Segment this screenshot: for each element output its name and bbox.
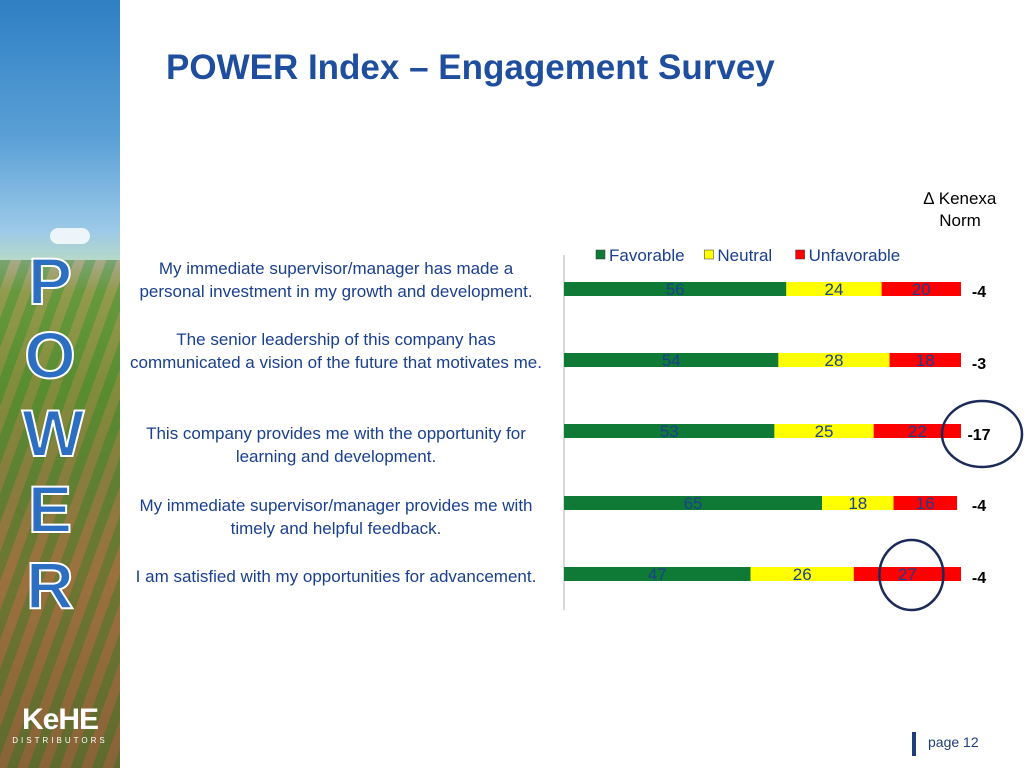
legend-swatch [704,249,714,260]
bar-segment [822,496,894,510]
power-letter-p: P [27,244,73,318]
bar-segment [564,424,775,438]
logo-brand: KeHE [21,703,99,736]
bar-segment [893,496,958,510]
bar-segment [564,496,823,510]
bar-data-label: 26 [793,565,812,584]
question-label: I am satisfied with my opportunities for… [135,567,537,586]
bar-data-label: 27 [898,565,917,584]
bar-data-label: 18 [916,351,935,370]
bar-segment [889,353,961,367]
norm-header-line2: Norm [939,211,981,230]
logo-subtitle: DISTRIBUTORS [12,736,108,745]
company-logo: KeHE DISTRIBUTORS [6,703,114,746]
legend-label: Favorable [609,246,685,265]
bar-segment [853,567,961,581]
bar-data-label: 65 [684,494,703,513]
bar-data-label: 20 [912,280,931,299]
norm-delta-value: -4 [971,570,987,587]
norm-delta-value: -4 [971,498,987,515]
page-title: POWER Index – Engagement Survey [166,48,775,87]
bar-data-label: 18 [848,494,867,513]
page-number: page 12 [928,734,979,750]
bar-segment [564,353,779,367]
field-stripes [0,260,120,768]
question-label: My immediate supervisor/manager provides… [139,496,533,538]
bar-segment [564,282,787,296]
bar-data-label: 47 [648,565,667,584]
bar-segment [750,567,854,581]
bar-segment [881,282,961,296]
bar-data-label: 53 [660,422,679,441]
bar-data-label: 56 [666,280,685,299]
norm-header: ∆ Kenexa Norm [910,188,1010,232]
norm-delta-value: -3 [971,356,987,373]
legend-label: Neutral [717,246,772,265]
legend-swatch [795,249,805,260]
bar-data-label: 28 [824,351,843,370]
power-letter-r: R [25,548,75,622]
question-label: My immediate supervisor/manager has made… [139,259,533,301]
legend-swatch [595,249,606,260]
power-letter-e: E [27,472,73,546]
norm-delta-value: -4 [971,284,987,301]
bar-segment [786,282,882,296]
bar-data-label: 24 [824,280,843,299]
question-label: This company provides me with the opport… [146,424,526,466]
footer-divider [912,732,916,756]
bar-segment [873,424,961,438]
bar-segment [778,353,890,367]
cloud-shape [50,228,90,244]
norm-header-line1: ∆ Kenexa [923,189,997,208]
bar-data-label: 54 [662,351,681,370]
bar-data-label: 16 [916,494,935,513]
bar-data-label: 25 [815,422,834,441]
legend-label: Unfavorable [809,246,901,265]
bar-segment [774,424,874,438]
question-label: The senior leadership of this company ha… [130,330,542,372]
bar-segment [564,567,751,581]
power-letter-o: O [23,318,76,392]
norm-delta-value: -17 [967,427,991,444]
highlight-circle [878,538,945,612]
bar-data-label: 22 [908,422,927,441]
power-letter-w: W [21,396,85,470]
power-banner: P O W E R KeHE DISTRIBUTORS [0,0,120,768]
